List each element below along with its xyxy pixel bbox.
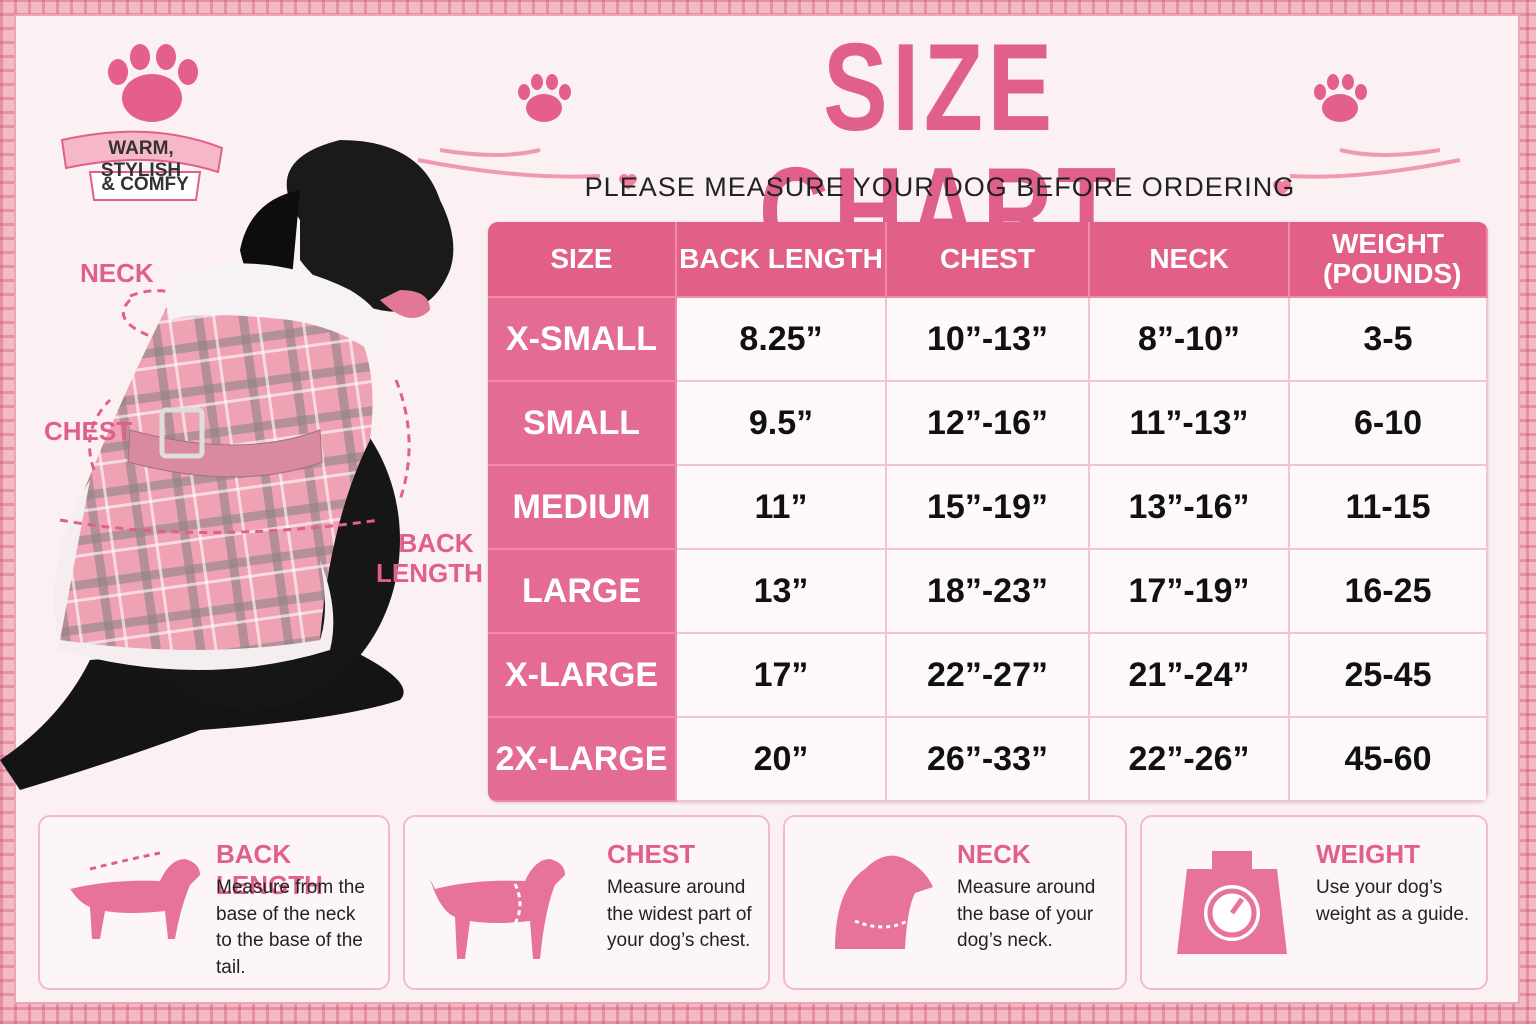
header-cell: CHEST	[887, 222, 1090, 298]
card-title: CHEST	[607, 839, 696, 869]
subtitle: PLEASE MEASURE YOUR DOG BEFORE ORDERING	[584, 172, 1296, 202]
value-cell: 8”-10”	[1090, 298, 1290, 382]
info-card: BACK LENGTH Measure from the base of the …	[38, 815, 390, 990]
card-text: Use your dog’s weight as a guide.	[1316, 877, 1470, 925]
size-table: SIZE BACK LENGTH CHEST NECK WEIGHT (POUNDS) X…	[488, 222, 1488, 802]
card-icon	[835, 855, 933, 949]
value-cell: 13”	[677, 550, 887, 634]
header-text: BACK LENGTH	[679, 243, 883, 274]
value-cell: 9.5”	[677, 382, 887, 466]
card-text: Measure around the widest part of your d…	[607, 877, 752, 951]
card-text: Measure from the base of the neck to the…	[216, 877, 365, 978]
value-cell: 13”-16”	[1090, 466, 1290, 550]
value-cell: 45-60	[1290, 718, 1488, 802]
badge-text: WARM, STYLISH	[100, 138, 182, 181]
value-cell: 3-5	[1290, 298, 1488, 382]
value-cell: 10”-13”	[887, 298, 1090, 382]
header-cell: SIZE	[488, 222, 677, 298]
card-text: Measure around the base of your dog’s ne…	[957, 877, 1096, 951]
header-text: WEIGHT (POUNDS)	[1323, 228, 1462, 289]
card-title: WEIGHT	[1316, 839, 1420, 869]
header-cell: WEIGHT (POUNDS)	[1290, 222, 1488, 298]
value-cell: 15”-19”	[887, 466, 1090, 550]
value-cell: 22”-27”	[887, 634, 1090, 718]
value-cell: 16-25	[1290, 550, 1488, 634]
value-cell: 8.25”	[677, 298, 887, 382]
header-text: CHEST	[940, 243, 1035, 274]
info-card: WEIGHT Use your dog’s weight as a guide.	[1140, 815, 1488, 990]
size-cell: SMALL	[488, 382, 677, 466]
diagram-label: BACK	[398, 528, 474, 558]
value-cell: 18”-23”	[887, 550, 1090, 634]
header-cell: BACK LENGTH	[677, 222, 887, 298]
value-cell: 11-15	[1290, 466, 1488, 550]
size-cell: X-LARGE	[488, 634, 677, 718]
value-cell: 22”-26”	[1090, 718, 1290, 802]
value-cell: 11”	[677, 466, 887, 550]
value-cell: 6-10	[1290, 382, 1488, 466]
value-cell: 26”-33”	[887, 718, 1090, 802]
size-cell: 2X-LARGE	[488, 718, 677, 802]
size-cell: MEDIUM	[488, 466, 677, 550]
card-icon	[65, 851, 200, 939]
value-cell: 20”	[677, 718, 887, 802]
diagram-label: LENGTH	[376, 558, 483, 588]
info-card: CHEST Measure around the widest part of y…	[403, 815, 770, 990]
size-cell: X-SMALL	[488, 298, 677, 382]
diagram-label: NECK	[80, 258, 154, 288]
value-cell: 21”-24”	[1090, 634, 1290, 718]
size-cell: LARGE	[488, 550, 677, 634]
header-text: SIZE	[550, 243, 613, 274]
badge-text: & COMFY	[101, 174, 189, 195]
paw-icon	[108, 44, 1367, 122]
info-card: NECK Measure around the base of your dog’…	[783, 815, 1127, 990]
value-cell: 12”-16”	[887, 382, 1090, 466]
value-cell: 17”-19”	[1090, 550, 1290, 634]
diagram-label: CHEST	[44, 416, 133, 446]
dog-illustration	[0, 140, 454, 790]
header-cell: NECK	[1090, 222, 1290, 298]
card-title: NECK	[957, 839, 1031, 869]
header-text: NECK	[1149, 243, 1229, 274]
card-title: BACK LENGTH	[216, 839, 323, 900]
value-cell: 17”	[677, 634, 887, 718]
card-icon	[1177, 851, 1287, 954]
card-icon	[430, 859, 565, 959]
value-cell: 25-45	[1290, 634, 1488, 718]
value-cell: 11”-13”	[1090, 382, 1290, 466]
